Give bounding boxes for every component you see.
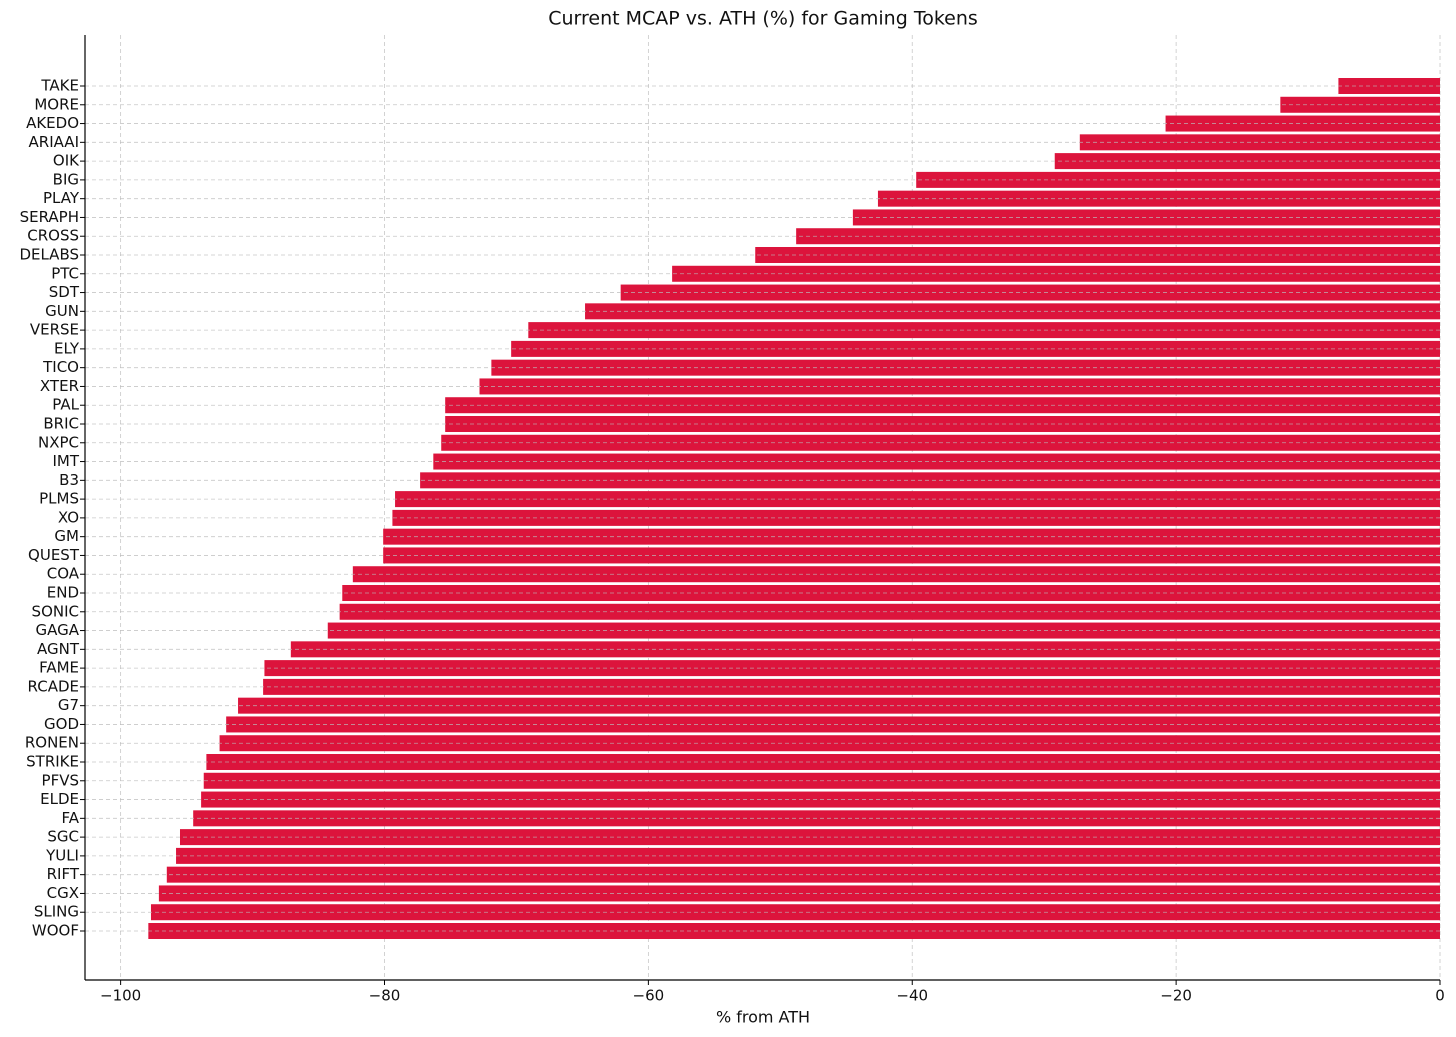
x-tick-label: −80 [369, 987, 401, 1005]
y-tick-label: NXPC [38, 433, 79, 451]
bar [395, 491, 1440, 508]
y-tick-label: SONIC [32, 602, 79, 620]
y-tick-label: CROSS [27, 227, 79, 245]
y-tick-label: B3 [59, 471, 79, 489]
y-tick-label: AKEDO [26, 114, 79, 132]
bar [672, 265, 1440, 282]
bar [755, 247, 1440, 263]
y-tick-label: XO [58, 508, 79, 526]
bar [392, 509, 1440, 526]
y-tick-label: BIG [53, 170, 79, 188]
y-tick-label: AGNT [37, 640, 80, 658]
y-tick-label: PLMS [39, 490, 79, 508]
y-tick-label: VERSE [30, 321, 79, 339]
bar [491, 359, 1441, 376]
bar [226, 716, 1440, 733]
y-tick-label: GOD [44, 715, 79, 733]
y-tick-label: ELY [54, 339, 80, 357]
y-tick-label: IMT [52, 452, 79, 470]
x-tick-label: −100 [100, 987, 141, 1005]
y-tick-label: MORE [34, 95, 79, 113]
y-tick-label: PTC [51, 264, 79, 282]
x-tick-label: −20 [1160, 987, 1192, 1005]
y-tick-label: SLING [34, 903, 79, 921]
y-tick-label: FAME [39, 659, 79, 677]
y-tick-label: END [47, 584, 79, 602]
y-tick-label: STRIKE [26, 753, 79, 771]
y-tick-label: SGC [47, 828, 79, 846]
y-tick-label: RIFT [47, 865, 80, 883]
y-tick-label: G7 [58, 696, 79, 714]
y-tick-label: WOOF [32, 922, 79, 940]
y-tick-label: TICO [42, 358, 79, 376]
y-tick-label: SERAPH [20, 208, 79, 226]
y-tick-label: RONEN [25, 734, 79, 752]
y-tick-label: TAKE [40, 77, 79, 95]
y-tick-label: GUN [45, 302, 79, 320]
bar [1165, 115, 1440, 132]
y-tick-label: OIK [53, 152, 80, 170]
bar [852, 209, 1440, 226]
x-axis-label: % from ATH [716, 1008, 810, 1027]
y-tick-label: PAL [52, 396, 79, 414]
y-tick-label: XTER [40, 377, 79, 395]
y-tick-label: PLAY [43, 189, 80, 207]
chart-title: Current MCAP vs. ATH (%) for Gaming Toke… [548, 8, 978, 30]
bar [339, 603, 1440, 620]
bar [264, 660, 1440, 677]
y-tick-label: BRIC [43, 415, 79, 433]
y-tick-label: ARIAAI [29, 133, 79, 151]
x-tick-label: 0 [1435, 987, 1445, 1005]
y-tick-label: CGX [47, 884, 79, 902]
y-tick-label: QUEST [28, 546, 80, 564]
bar [238, 697, 1440, 714]
y-tick-label: SDT [49, 283, 80, 301]
y-tick-label: YULI [45, 846, 79, 864]
bar [479, 378, 1441, 395]
y-tick-label: PFVS [42, 771, 79, 789]
y-tick-label: GAGA [35, 621, 79, 639]
bar [433, 453, 1440, 470]
y-tick-label: COA [47, 565, 80, 583]
y-tick-label: DELABS [19, 246, 79, 264]
y-tick-label: RCADE [28, 677, 79, 695]
y-tick-label: GM [54, 527, 79, 545]
bar [796, 228, 1440, 245]
x-tick-label: −40 [896, 987, 928, 1005]
bar [420, 472, 1440, 489]
bar [1079, 134, 1440, 151]
y-tick-label: FA [61, 809, 79, 827]
y-tick-label: ELDE [40, 790, 79, 808]
bar [166, 866, 1440, 883]
bar [352, 566, 1440, 583]
x-tick-label: −60 [633, 987, 665, 1005]
